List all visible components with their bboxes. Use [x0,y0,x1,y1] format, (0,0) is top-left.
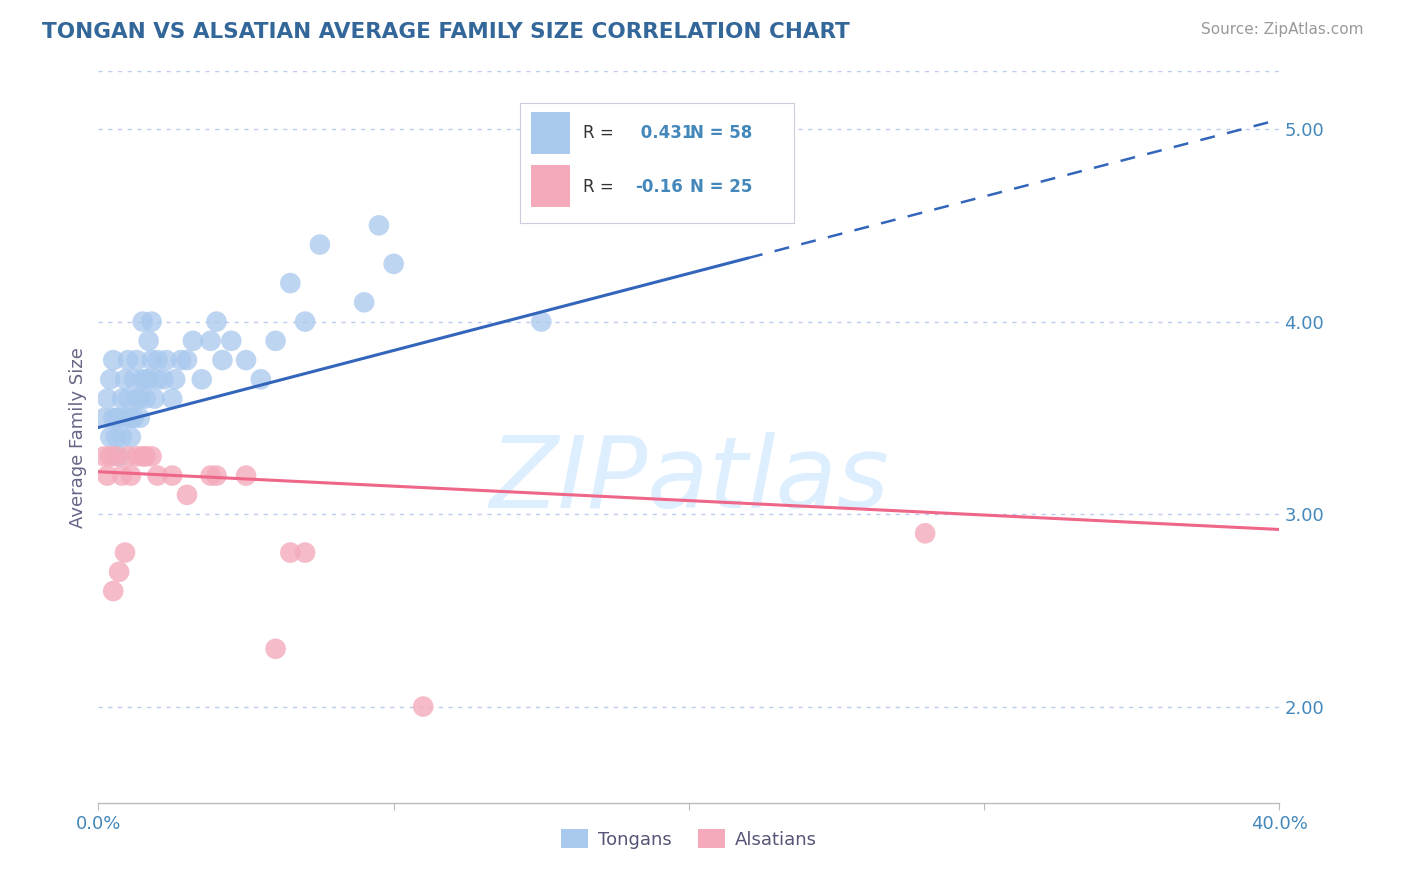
Point [914,526,936,541]
Point [122,410,145,425]
Point [120,430,142,444]
Point [98,430,121,444]
Point [294,315,316,329]
Point [135,392,157,406]
Point [132,450,155,464]
Point [111,392,134,406]
Point [181,334,204,348]
Point [382,257,405,271]
Text: N = 58: N = 58 [690,124,752,142]
Point [235,353,257,368]
Point [235,468,257,483]
Text: 0.431: 0.431 [636,124,693,142]
Point [141,315,163,329]
Point [132,315,155,329]
Point [191,372,214,386]
Point [105,450,128,464]
Point [125,450,148,464]
Point [176,488,198,502]
Text: -0.16: -0.16 [636,178,683,196]
Point [125,353,148,368]
Point [264,641,287,656]
Point [96,392,118,406]
Point [138,334,160,348]
FancyBboxPatch shape [531,112,569,154]
Point [146,372,169,386]
Point [280,545,302,559]
Point [120,410,142,425]
Point [211,353,233,368]
Point [117,450,139,464]
Text: R =: R = [583,178,614,196]
Point [111,430,134,444]
Text: Source: ZipAtlas.com: Source: ZipAtlas.com [1201,22,1364,37]
Point [98,450,121,464]
Point [135,450,157,464]
Point [205,315,228,329]
Point [108,450,131,464]
Point [368,219,391,233]
Point [93,450,115,464]
Point [96,468,118,483]
Text: ZIPatlas: ZIPatlas [489,433,889,530]
Point [103,410,125,425]
Point [122,372,145,386]
Point [152,372,174,386]
Point [111,468,134,483]
Point [93,410,115,425]
Point [117,392,139,406]
Point [264,334,287,348]
Point [143,392,166,406]
Point [155,353,177,368]
Point [250,372,273,386]
Point [141,353,163,368]
Point [165,372,187,386]
Point [678,199,700,213]
Text: R =: R = [583,124,614,142]
Point [280,276,302,290]
Point [200,334,222,348]
Point [135,372,157,386]
Point [309,237,332,252]
Point [103,584,125,599]
Point [176,353,198,368]
Point [125,392,148,406]
Point [108,410,131,425]
Point [162,468,183,483]
Point [141,450,163,464]
Point [170,353,193,368]
Y-axis label: Average Family Size: Average Family Size [69,347,87,527]
Point [117,353,139,368]
Point [530,315,553,329]
Point [98,372,121,386]
Point [221,334,243,348]
Point [114,410,136,425]
Point [105,410,128,425]
FancyBboxPatch shape [531,165,569,207]
Point [105,430,128,444]
Point [114,372,136,386]
Point [114,545,136,559]
Point [146,353,169,368]
Point [103,353,125,368]
Legend: Tongans, Alsatians: Tongans, Alsatians [554,822,824,856]
Text: N = 25: N = 25 [690,178,752,196]
Point [353,295,375,310]
Point [132,372,155,386]
Point [205,468,228,483]
Point [120,468,142,483]
Point [412,699,434,714]
Point [146,468,169,483]
Point [138,372,160,386]
Point [108,565,131,579]
Point [294,545,316,559]
Point [128,392,150,406]
Point [162,392,183,406]
Point [128,410,150,425]
Text: TONGAN VS ALSATIAN AVERAGE FAMILY SIZE CORRELATION CHART: TONGAN VS ALSATIAN AVERAGE FAMILY SIZE C… [42,22,851,42]
Point [200,468,222,483]
